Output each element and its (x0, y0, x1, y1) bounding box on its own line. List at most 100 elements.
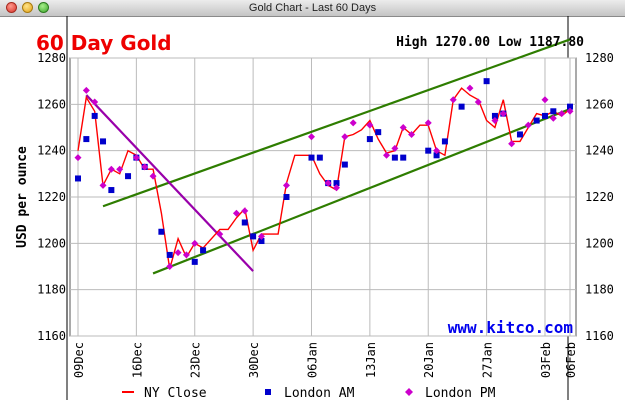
grid (70, 57, 576, 337)
point-london-pm (424, 119, 432, 127)
y-tick-label-right: 1160 (585, 329, 614, 343)
x-tick-label: 20Jan (422, 342, 436, 378)
point-london-am (258, 238, 265, 245)
point-london-am (283, 194, 290, 200)
point-london-pm (241, 207, 249, 215)
y-axis-right: 1160 1180 1200 1220 1240 1260 1280 (585, 51, 614, 343)
chart-subtitle: High 1270.00 Low 1187.80 (396, 35, 584, 50)
point-london-am (250, 233, 257, 240)
point-london-am (241, 219, 248, 226)
point-london-pm (491, 117, 499, 125)
point-london-pm (324, 179, 332, 187)
minimize-button[interactable] (22, 2, 33, 13)
x-tick-label: 30Dec (247, 342, 261, 378)
legend-swatch-square (265, 389, 271, 395)
point-london-am (166, 251, 173, 258)
point-london-pm (174, 249, 182, 257)
point-london-pm (107, 165, 115, 173)
x-tick-label: 06Feb (564, 342, 578, 378)
point-london-pm (399, 124, 407, 131)
point-london-pm (383, 151, 391, 159)
y-tick-label-right: 1220 (585, 190, 614, 204)
point-london-am (516, 131, 523, 138)
point-london-am (550, 108, 557, 115)
point-london-pm (149, 172, 157, 180)
y-tick-label: 1160 (37, 329, 66, 343)
point-london-pm (99, 181, 107, 189)
y-tick-label: 1180 (37, 283, 66, 297)
y-tick-label: 1260 (37, 97, 66, 111)
watermark-text: www.kitco.com (448, 318, 574, 337)
title-bar: Gold Chart - Last 60 Days (0, 0, 625, 17)
zoom-button[interactable] (38, 2, 49, 13)
point-london-pm (466, 84, 474, 92)
close-button[interactable] (6, 2, 17, 13)
point-london-pm (82, 86, 90, 94)
point-london-pm (307, 133, 315, 141)
point-london-pm (232, 209, 240, 217)
point-london-am (158, 228, 165, 235)
point-london-am (541, 112, 548, 119)
x-tick-label: 06Jan (305, 342, 319, 378)
x-tick-label: 13Jan (364, 342, 378, 378)
point-london-am (100, 138, 107, 145)
point-london-pm (474, 98, 482, 106)
point-london-am (91, 112, 98, 119)
point-london-pm (366, 121, 374, 129)
point-london-pm (349, 119, 357, 127)
point-london-pm (282, 181, 290, 189)
x-tick-label: 03Feb (539, 342, 553, 378)
point-london-am (191, 258, 198, 265)
point-london-pm (524, 121, 532, 129)
point-london-am (366, 136, 373, 143)
y-tick-label: 1220 (37, 190, 66, 204)
x-axis: 09Dec 16Dec 23Dec 30Dec 06Jan 13Jan 20Jan 27Jan… (72, 342, 578, 378)
trendline-downtrend (85, 94, 254, 272)
series-layer (74, 78, 574, 270)
y-tick-label-right: 1180 (585, 283, 614, 297)
y-axis-label: USD per ounce (15, 146, 30, 248)
x-tick-label: 23Dec (189, 342, 203, 378)
point-london-am (341, 161, 348, 168)
point-london-pm (257, 232, 265, 240)
chart-title: 60 Day Gold (36, 31, 172, 55)
point-london-pm (191, 239, 199, 247)
point-london-am (391, 154, 398, 161)
point-london-pm (433, 147, 441, 155)
x-tick-label: 09Dec (72, 342, 86, 378)
trendline-lower-channel (152, 107, 571, 275)
x-tick-label: 16Dec (130, 342, 144, 378)
point-london-am (83, 136, 90, 143)
point-london-pm (166, 263, 174, 270)
point-london-pm (541, 96, 549, 104)
y-tick-label-right: 1240 (585, 144, 614, 158)
point-london-am (316, 154, 323, 161)
legend: NY Close London AM London PM (122, 386, 496, 400)
point-london-pm (216, 230, 224, 238)
x-tick-label: 27Jan (481, 342, 495, 378)
point-london-pm (566, 107, 574, 115)
y-tick-label: 1200 (37, 236, 66, 250)
point-london-pm (508, 140, 516, 148)
point-london-am (108, 187, 115, 194)
point-london-pm (391, 144, 399, 152)
trendlines (85, 38, 571, 275)
point-london-am (458, 103, 465, 110)
point-london-pm (182, 251, 190, 259)
legend-label: London AM (284, 386, 355, 400)
y-tick-label-right: 1200 (585, 236, 614, 250)
point-london-am (425, 147, 432, 154)
point-london-am (533, 117, 540, 124)
legend-label: London PM (425, 386, 496, 400)
y-tick-label-right: 1260 (585, 97, 614, 111)
point-london-am (375, 129, 382, 136)
y-tick-label: 1280 (37, 51, 66, 65)
point-london-pm (74, 154, 82, 162)
point-london-am (567, 103, 573, 110)
point-london-pm (408, 130, 416, 138)
point-london-am (433, 152, 440, 159)
y-tick-label: 1240 (37, 144, 66, 158)
point-london-pm (132, 154, 140, 162)
point-london-pm (449, 96, 457, 104)
